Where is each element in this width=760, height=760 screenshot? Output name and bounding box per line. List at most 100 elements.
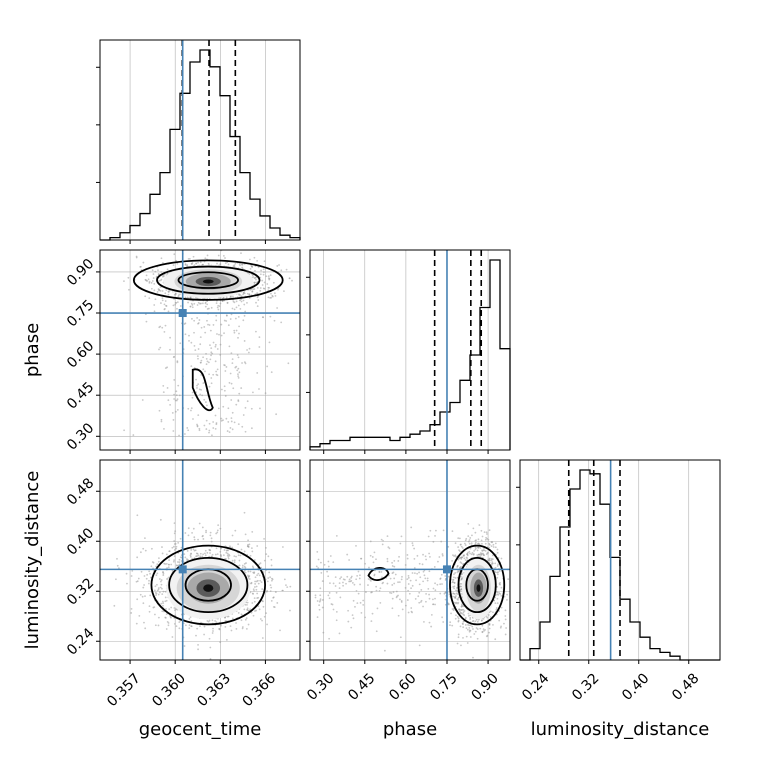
sample-point	[466, 642, 469, 644]
sample-point	[231, 559, 234, 562]
sample-point	[369, 540, 372, 543]
sample-point	[334, 576, 337, 578]
sample-point	[263, 281, 266, 284]
sample-point	[251, 592, 254, 595]
y-tick-label: 0.24	[64, 625, 97, 658]
truth-marker	[442, 565, 451, 574]
sample-point	[496, 593, 498, 596]
sample-point	[219, 264, 222, 266]
sample-point	[236, 369, 239, 372]
sample-point	[481, 630, 484, 633]
sample-point	[226, 552, 229, 555]
sample-point	[234, 317, 237, 320]
sample-point	[240, 613, 243, 616]
sample-point	[152, 273, 155, 275]
sample-point	[147, 278, 150, 281]
sample-point	[456, 564, 459, 567]
sample-point	[469, 537, 472, 539]
sample-point	[467, 551, 469, 554]
sample-point	[455, 555, 457, 558]
sample-point	[496, 548, 499, 551]
sample-point	[237, 367, 240, 370]
sample-point	[469, 618, 472, 621]
x-tick-label: 0.30	[304, 670, 337, 703]
sample-point	[327, 594, 330, 597]
sample-point	[452, 592, 455, 595]
sample-point	[148, 605, 151, 608]
sample-point	[226, 301, 229, 304]
xlabel-geocent-time: geocent_time	[139, 719, 262, 740]
sample-point	[177, 561, 179, 563]
sample-point	[274, 591, 277, 593]
sample-point	[206, 360, 209, 363]
truth-marker	[178, 565, 187, 574]
sample-point	[158, 591, 161, 594]
sample-point	[489, 610, 492, 613]
sample-point	[198, 427, 201, 430]
sample-point	[458, 610, 461, 613]
sample-point	[410, 607, 413, 609]
sample-point	[259, 287, 262, 289]
sample-point	[269, 315, 272, 318]
sample-point	[422, 605, 424, 608]
sample-point	[226, 430, 229, 432]
sample-point	[165, 553, 168, 556]
sample-point	[474, 630, 477, 633]
sample-point	[418, 591, 421, 594]
sample-point	[270, 558, 273, 561]
sample-point	[190, 620, 193, 622]
sample-point	[166, 387, 169, 389]
sample-point	[210, 537, 213, 540]
sample-point	[237, 400, 240, 403]
sample-point	[497, 571, 500, 574]
sample-point	[381, 576, 383, 579]
sample-point	[355, 578, 358, 581]
sample-point	[265, 590, 268, 593]
sample-point	[205, 529, 207, 532]
sample-point	[219, 550, 222, 553]
sample-point	[215, 302, 218, 305]
sample-point	[265, 553, 268, 556]
sample-point	[242, 299, 245, 302]
sample-point	[430, 613, 433, 616]
sample-point	[281, 546, 284, 548]
sample-point	[224, 625, 227, 628]
sample-point	[197, 554, 200, 557]
sample-point	[456, 602, 459, 605]
sample-point	[184, 556, 187, 559]
sample-point	[156, 583, 158, 586]
sample-point	[492, 611, 494, 614]
sample-point	[498, 592, 501, 594]
sample-point	[224, 370, 227, 372]
sample-point	[199, 361, 202, 364]
x-tick-label: 0.60	[386, 670, 419, 703]
sample-point	[224, 364, 226, 367]
sample-point	[406, 557, 409, 560]
sample-point	[280, 321, 283, 324]
sample-point	[463, 610, 466, 612]
sample-point	[491, 562, 494, 565]
sample-point	[130, 612, 133, 614]
sample-point	[460, 545, 463, 548]
sample-point	[178, 627, 181, 630]
sample-point	[485, 635, 488, 638]
sample-point	[160, 579, 163, 581]
sample-point	[422, 553, 424, 556]
sample-point	[355, 589, 358, 592]
sample-point	[188, 617, 191, 620]
sample-point	[147, 582, 150, 585]
sample-point	[481, 550, 484, 552]
sample-point	[428, 570, 431, 573]
sample-point	[515, 583, 517, 585]
sample-point	[241, 425, 244, 428]
sample-point	[159, 279, 162, 282]
sample-point	[168, 608, 171, 611]
sample-point	[471, 551, 474, 554]
sample-point	[128, 288, 130, 291]
sample-point	[247, 574, 249, 577]
xlabel-luminosity-distance: luminosity_distance	[531, 719, 710, 740]
sample-point	[359, 574, 361, 577]
sample-point	[183, 553, 186, 556]
sample-point	[166, 268, 169, 271]
sample-point	[469, 616, 472, 619]
